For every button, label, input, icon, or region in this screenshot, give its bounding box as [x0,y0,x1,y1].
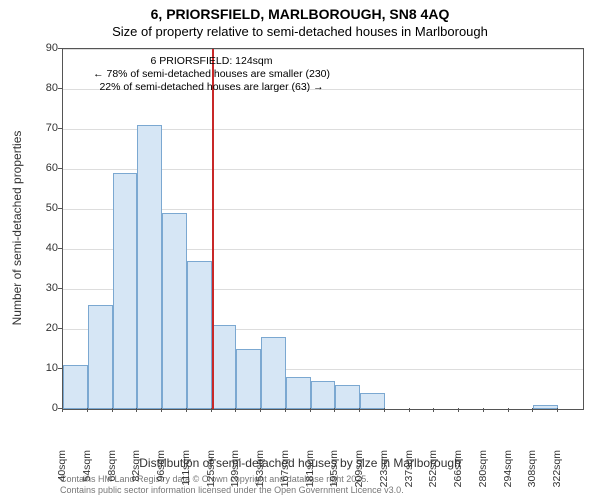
histogram-bar [286,377,311,409]
histogram-bar [187,261,212,409]
x-tick-label: 40sqm [56,450,68,482]
x-tick-label: 266sqm [452,450,464,487]
histogram-bar [63,365,88,409]
histogram-bar [360,393,385,409]
x-tick-label: 322sqm [551,450,563,487]
x-tick-label: 54sqm [81,450,93,482]
x-tick-label: 294sqm [502,450,514,487]
histogram-bar [88,305,113,409]
y-tick-label: 30 [36,282,58,294]
chart-subtitle: Size of property relative to semi-detach… [0,24,600,39]
histogram-bar [261,337,286,409]
x-tick-label: 181sqm [304,450,316,487]
x-tick-label: 308sqm [526,450,538,487]
histogram-bar [335,385,360,409]
x-tick-label: 280sqm [477,450,489,487]
x-tick-label: 96sqm [155,450,167,482]
x-tick-label: 209sqm [353,450,365,487]
annotation-line1: 6 PRIORSFIELD: 124sqm [93,55,330,68]
y-tick-label: 80 [36,82,58,94]
chart-title: 6, PRIORSFIELD, MARLBOROUGH, SN8 4AQ [0,6,600,22]
histogram-bar [212,325,237,409]
marker-line [212,49,214,409]
y-tick-label: 90 [36,42,58,54]
y-axis-label: Number of semi-detached properties [10,33,24,228]
x-tick-label: 111sqm [180,450,192,486]
histogram-chart: 6, PRIORSFIELD, MARLBOROUGH, SN8 4AQ Siz… [0,0,600,500]
y-tick-label: 60 [36,162,58,174]
annotation-line2: ← 78% of semi-detached houses are smalle… [93,68,330,81]
y-tick-label: 0 [36,402,58,414]
histogram-bar [113,173,138,409]
histogram-bar [162,213,187,409]
y-tick-label: 10 [36,362,58,374]
x-tick-label: 195sqm [328,450,340,487]
x-tick-label: 167sqm [279,450,291,487]
y-tick-label: 70 [36,122,58,134]
y-tick-label: 40 [36,242,58,254]
histogram-bar [533,405,558,409]
x-tick-label: 153sqm [254,450,266,487]
y-tick-label: 20 [36,322,58,334]
x-tick-label: 68sqm [106,450,118,482]
histogram-bar [236,349,261,409]
histogram-bar [137,125,162,409]
x-tick-label: 125sqm [205,450,217,487]
x-tick-label: 82sqm [130,450,142,482]
plot-area: 6 PRIORSFIELD: 124sqm← 78% of semi-detac… [62,48,584,410]
histogram-bar [311,381,336,409]
x-tick-label: 139sqm [229,450,241,487]
annotation-line3: 22% of semi-detached houses are larger (… [93,81,330,94]
x-tick-label: 237sqm [403,450,415,487]
x-tick-label: 252sqm [427,450,439,487]
y-tick-label: 50 [36,202,58,214]
x-tick-label: 223sqm [378,450,390,487]
marker-annotation: 6 PRIORSFIELD: 124sqm← 78% of semi-detac… [93,55,330,94]
